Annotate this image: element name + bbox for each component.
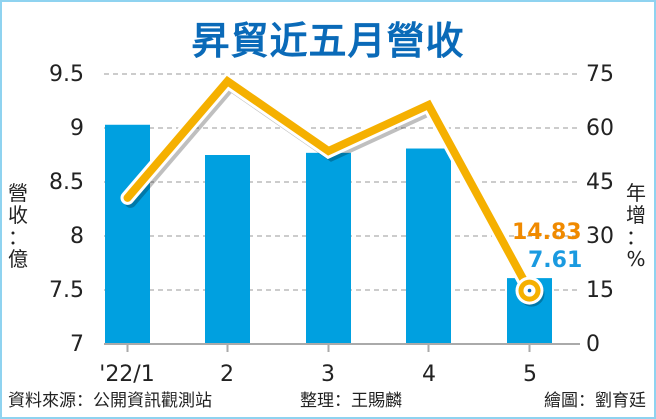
line-value-label: 14.83 bbox=[512, 220, 582, 245]
x-tick: 5 bbox=[523, 362, 537, 387]
marker-dot bbox=[527, 288, 532, 293]
compiled-by: 整理：王賜麟 bbox=[300, 391, 402, 411]
left-tick: 9 bbox=[70, 116, 84, 141]
bar bbox=[205, 155, 250, 344]
right-tick: 0 bbox=[586, 332, 600, 357]
right-tick: 45 bbox=[586, 170, 614, 195]
x-tick: '22/1 bbox=[99, 362, 155, 387]
label-char: % bbox=[626, 247, 646, 271]
left-tick: 7.5 bbox=[49, 278, 84, 303]
left-tick: 8 bbox=[70, 224, 84, 249]
bar bbox=[105, 124, 150, 344]
left-tick: 7 bbox=[70, 332, 84, 357]
bar bbox=[306, 152, 351, 344]
bar bbox=[406, 148, 451, 344]
x-tick: 3 bbox=[321, 362, 335, 387]
x-tick: 4 bbox=[422, 362, 436, 387]
right-tick: 15 bbox=[586, 278, 614, 303]
bar-value-label: 7.61 bbox=[528, 248, 583, 273]
label-char: ： bbox=[626, 225, 646, 249]
label-char: ： bbox=[8, 225, 28, 249]
label-char: 收 bbox=[8, 203, 28, 227]
left-tick: 9.5 bbox=[49, 62, 84, 87]
right-tick: 30 bbox=[586, 224, 614, 249]
label-char: 億 bbox=[8, 247, 28, 271]
chart-title: 昇貿近五月營收 bbox=[191, 19, 465, 63]
growth-line bbox=[123, 75, 534, 295]
x-tick: 2 bbox=[220, 362, 234, 387]
left-axis-label: 營 收 ： 億 bbox=[6, 182, 30, 270]
source-note: 資料來源：公開資訊觀測站 bbox=[8, 391, 212, 411]
label-char: 營 bbox=[8, 181, 28, 205]
graphic-by: 繪圖：劉育廷 bbox=[544, 391, 646, 411]
left-tick: 8.5 bbox=[49, 170, 84, 195]
right-tick: 75 bbox=[586, 62, 614, 87]
right-axis-label: 年 增 ： % bbox=[624, 182, 648, 270]
label-char: 年 bbox=[626, 181, 646, 205]
right-tick: 60 bbox=[586, 116, 614, 141]
label-char: 增 bbox=[626, 203, 646, 227]
